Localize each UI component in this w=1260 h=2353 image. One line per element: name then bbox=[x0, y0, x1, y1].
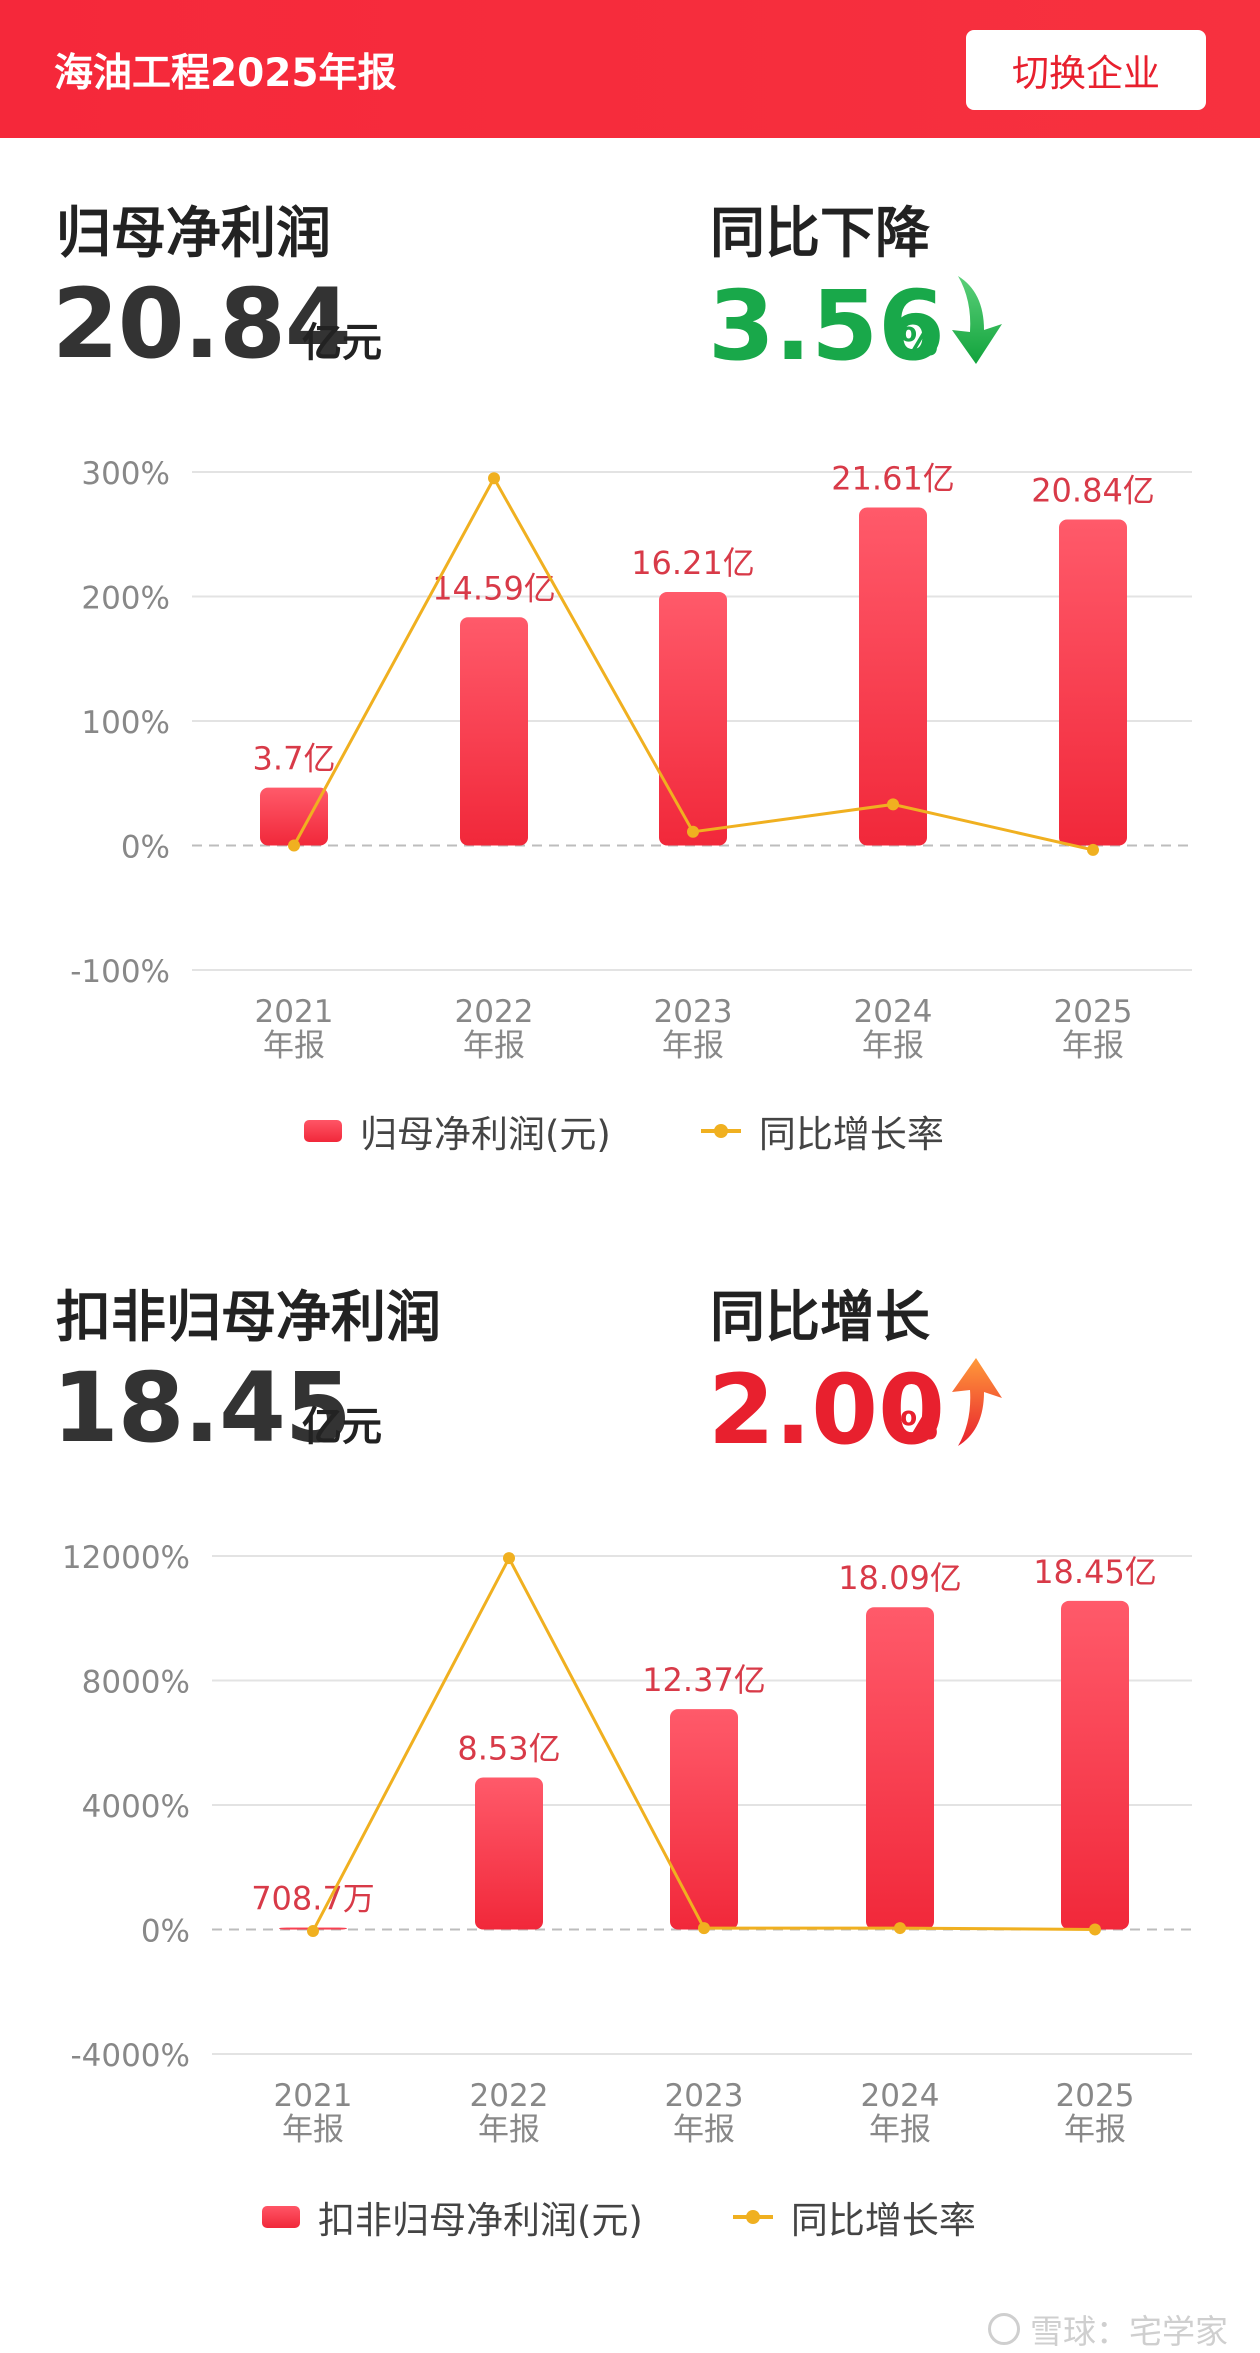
net-profit-value: 20.84 bbox=[52, 268, 352, 380]
bar-value-label: 8.53亿 bbox=[457, 1730, 560, 1768]
legend-bar-series: 扣非归母净利润(元) bbox=[262, 2190, 643, 2244]
bar bbox=[859, 507, 927, 846]
watermark: 雪球：宅学家 bbox=[988, 2305, 1228, 2353]
net-profit-unit: 亿元 bbox=[302, 320, 382, 366]
x-tick-label: 年报 bbox=[263, 1028, 325, 1064]
net-profit-change-label: 同比下降 bbox=[710, 201, 931, 265]
bar bbox=[670, 1709, 738, 1930]
bar bbox=[260, 787, 328, 846]
net-profit-label: 归母净利润 bbox=[56, 201, 332, 265]
x-tick-label: 年报 bbox=[478, 2112, 540, 2148]
legend-line-series: 同比增长率 bbox=[700, 1104, 944, 1158]
chart1-legend: 归母净利润(元) 同比增长率 bbox=[304, 1104, 1034, 1158]
growth-point bbox=[1089, 1923, 1101, 1936]
bar-value-label: 21.61亿 bbox=[831, 459, 955, 497]
deducted-profit-change-label: 同比增长 bbox=[710, 1285, 931, 1349]
growth-point bbox=[698, 1922, 710, 1935]
bar-value-label: 18.45亿 bbox=[1033, 1553, 1157, 1591]
x-tick-label: 年报 bbox=[862, 1028, 924, 1064]
y-tick-label: 4000% bbox=[82, 1789, 190, 1825]
x-tick-label: 2024 bbox=[854, 994, 933, 1030]
bar bbox=[866, 1607, 934, 1930]
watermark-text: 雪球：宅学家 bbox=[1030, 2312, 1228, 2351]
bar-value-label: 16.21亿 bbox=[631, 544, 755, 582]
y-tick-label: -4000% bbox=[70, 2038, 190, 2074]
y-tick-label: 8000% bbox=[82, 1665, 190, 1701]
arrow-down-icon bbox=[952, 276, 1002, 364]
x-tick-label: 2023 bbox=[665, 2078, 744, 2114]
app-header: 海油工程2025年报 切换企业 bbox=[0, 0, 1260, 138]
page-title: 海油工程2025年报 bbox=[54, 51, 397, 96]
legend-line-label: 同比增长率 bbox=[790, 2199, 976, 2242]
y-tick-label: 0% bbox=[141, 1914, 190, 1950]
bar bbox=[475, 1777, 543, 1930]
legend-bar-label: 归母净利润(元) bbox=[360, 1113, 611, 1156]
growth-point bbox=[1087, 843, 1099, 856]
growth-point bbox=[488, 472, 500, 485]
deducted-profit-label: 扣非归母净利润 bbox=[56, 1285, 442, 1349]
y-tick-label: 0% bbox=[121, 830, 170, 866]
deducted-profit-value: 18.45 bbox=[52, 1352, 352, 1464]
bar-value-label: 14.59亿 bbox=[432, 569, 556, 607]
x-tick-label: 2024 bbox=[861, 2078, 940, 2114]
growth-point bbox=[687, 825, 699, 838]
x-tick-label: 年报 bbox=[869, 2112, 931, 2148]
x-tick-label: 2022 bbox=[470, 2078, 549, 2114]
legend-line-series: 同比增长率 bbox=[732, 2190, 976, 2244]
bar bbox=[1061, 1600, 1129, 1930]
xueqiu-logo-icon bbox=[988, 2313, 1020, 2345]
x-tick-label: 2021 bbox=[255, 994, 334, 1030]
arrow-up-icon bbox=[952, 1358, 1002, 1446]
x-tick-label: 2025 bbox=[1054, 994, 1133, 1030]
x-tick-label: 2023 bbox=[654, 994, 733, 1030]
legend-line-swatch bbox=[700, 1124, 741, 1138]
legend-line-label: 同比增长率 bbox=[758, 1113, 944, 1156]
x-tick-label: 年报 bbox=[463, 1028, 525, 1064]
net-profit-change-unit: % bbox=[900, 320, 939, 364]
legend-bar-swatch bbox=[262, 2206, 300, 2228]
bar bbox=[659, 591, 727, 846]
deducted-profit-chart: 12000% 8000% 4000% 0% -4000% 708.7万 8.53亿 12.37… bbox=[62, 1540, 1192, 2148]
y-tick-label: 12000% bbox=[62, 1540, 190, 1576]
x-tick-label: 年报 bbox=[1064, 2112, 1126, 2148]
bar-value-label: 708.7万 bbox=[251, 1880, 375, 1918]
deducted-profit-change-value: 2.00 bbox=[708, 1354, 945, 1466]
chart2-legend: 扣非归母净利润(元) 同比增长率 bbox=[262, 2190, 1066, 2244]
bar-value-label: 20.84亿 bbox=[1031, 472, 1155, 510]
x-tick-label: 年报 bbox=[662, 1028, 724, 1064]
x-tick-label: 年报 bbox=[673, 2112, 735, 2148]
bar-value-label: 3.7亿 bbox=[253, 740, 336, 778]
switch-company-button[interactable]: 切换企业 bbox=[966, 30, 1206, 110]
growth-point bbox=[288, 839, 300, 852]
net-profit-chart: 300% 200% 100% 0% -100% 3.7亿 14.59亿 16.21亿 21.61… bbox=[70, 456, 1192, 1064]
bar-value-label: 18.09亿 bbox=[838, 1559, 962, 1597]
legend-bar-swatch bbox=[304, 1120, 342, 1142]
net-profit-change-value: 3.56 bbox=[708, 270, 945, 382]
y-tick-label: 100% bbox=[81, 705, 170, 741]
deducted-profit-unit: 亿元 bbox=[302, 1404, 382, 1450]
legend-bar-label: 扣非归母净利润(元) bbox=[318, 2199, 643, 2242]
growth-point bbox=[887, 798, 899, 811]
growth-point bbox=[503, 1552, 515, 1565]
y-tick-label: -100% bbox=[70, 954, 170, 990]
bar bbox=[1059, 519, 1127, 846]
deducted-profit-change-unit: % bbox=[900, 1404, 939, 1448]
legend-bar-series: 归母净利润(元) bbox=[304, 1104, 611, 1158]
x-tick-label: 2025 bbox=[1056, 2078, 1135, 2114]
x-tick-label: 2022 bbox=[455, 994, 534, 1030]
bar bbox=[460, 617, 528, 846]
x-tick-label: 年报 bbox=[282, 2112, 344, 2148]
legend-line-swatch bbox=[732, 2210, 773, 2224]
x-tick-label: 年报 bbox=[1062, 1028, 1124, 1064]
growth-point bbox=[894, 1922, 906, 1935]
y-tick-label: 300% bbox=[81, 456, 170, 492]
growth-point bbox=[307, 1925, 319, 1938]
x-tick-label: 2021 bbox=[274, 2078, 353, 2114]
y-tick-label: 200% bbox=[81, 581, 170, 617]
bar-value-label: 12.37亿 bbox=[642, 1661, 766, 1699]
